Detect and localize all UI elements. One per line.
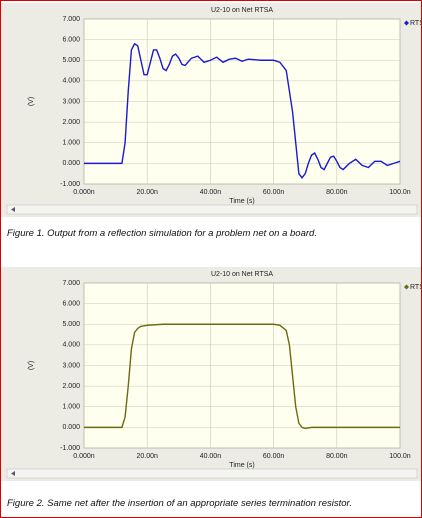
x-axis-label: Time (s) bbox=[229, 462, 254, 469]
y-axis-label: (V) bbox=[28, 97, 35, 106]
legend-label: RTSA bbox=[410, 284, 421, 291]
legend-label: RTSA bbox=[410, 20, 421, 27]
y-tick-label: 7.000 bbox=[62, 16, 80, 23]
y-tick-label: 2.000 bbox=[62, 383, 80, 390]
y-tick-label: 5.000 bbox=[62, 321, 80, 328]
y-tick-label: 3.000 bbox=[62, 362, 80, 369]
y-axis-label: (V) bbox=[28, 361, 35, 370]
y-tick-label: 4.000 bbox=[62, 78, 80, 85]
y-tick-label: 0.000 bbox=[62, 160, 80, 167]
legend-marker bbox=[404, 20, 409, 26]
y-tick-label: 6.000 bbox=[62, 300, 80, 307]
y-tick-label: 7.000 bbox=[62, 280, 80, 287]
y-tick-label: 5.000 bbox=[62, 57, 80, 64]
y-tick-label: -1.000 bbox=[60, 445, 80, 452]
x-tick-label: 0.000n bbox=[73, 189, 95, 196]
y-tick-label: 1.000 bbox=[62, 140, 80, 147]
chart-panel: U2-10 on Net RTSA -1.000 0.000 1.000 2.000 3.… bbox=[1, 3, 421, 217]
x-tick-label: 20.00n bbox=[136, 189, 158, 196]
series-line bbox=[84, 42, 401, 179]
x-tick-label: 20.00n bbox=[136, 453, 158, 460]
caption: Figure 2. Same net after the insertion o… bbox=[7, 498, 352, 509]
y-tick-label: 4.000 bbox=[62, 342, 80, 349]
x-tick-label: 40.00n bbox=[200, 189, 222, 196]
y-tick-label: 6.000 bbox=[62, 36, 80, 43]
x-tick-label: 80.00n bbox=[326, 189, 348, 196]
scroll-arrow bbox=[11, 471, 15, 476]
y-tick-label: 0.000 bbox=[62, 424, 80, 431]
y-tick-label: -1.000 bbox=[60, 181, 80, 188]
x-tick-label: 60.00n bbox=[263, 189, 285, 196]
caption: Figure 1. Output from a reflection simul… bbox=[7, 228, 317, 239]
chart-title: U2-10 on Net RTSA bbox=[211, 7, 273, 14]
chart-title: U2-10 on Net RTSA bbox=[211, 271, 273, 278]
y-tick-label: 2.000 bbox=[62, 119, 80, 126]
legend-marker bbox=[404, 284, 409, 290]
series-line bbox=[84, 323, 400, 430]
x-axis-label: Time (s) bbox=[229, 198, 254, 205]
y-tick-label: 3.000 bbox=[62, 98, 80, 105]
scrollbar bbox=[6, 468, 418, 479]
scrollbar bbox=[6, 204, 418, 215]
x-tick-label: 60.00n bbox=[263, 453, 285, 460]
chart-panel: U2-10 on Net RTSA -1.000 0.000 1.000 2.000 3.… bbox=[1, 267, 421, 481]
y-tick-label: 1.000 bbox=[62, 404, 80, 411]
scroll-arrow bbox=[11, 207, 15, 212]
x-tick-label: 100.0n bbox=[389, 189, 411, 196]
x-tick-label: 80.00n bbox=[326, 453, 348, 460]
x-tick-label: 40.00n bbox=[200, 453, 222, 460]
x-tick-label: 100.0n bbox=[389, 453, 411, 460]
x-tick-label: 0.000n bbox=[73, 453, 95, 460]
